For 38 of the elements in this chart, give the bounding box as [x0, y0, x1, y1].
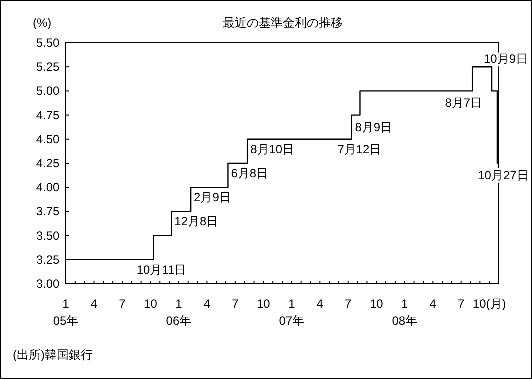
ytick-label: 3.25 — [36, 252, 60, 267]
xtick-label: 1 07年 — [279, 297, 305, 328]
xtick-label: 7 — [458, 297, 465, 311]
xtick-label: 7 — [345, 297, 352, 311]
ytick-label: 5.50 — [36, 36, 60, 50]
xtick-label: 4 — [90, 297, 98, 311]
ytick-label: 4.75 — [36, 108, 60, 122]
annotation: 8月10日 — [250, 142, 295, 156]
ytick-label: 4.25 — [36, 156, 60, 170]
annotation: (出所)韓国銀行 — [13, 348, 93, 362]
xtick-label: 7 — [119, 297, 126, 311]
xtick-label: 1 08年 — [392, 297, 418, 328]
xtick-label: 4 — [430, 297, 436, 311]
annotation: 6月8日 — [231, 166, 269, 180]
ytick-label: 4.50 — [36, 132, 60, 146]
xtick-label: 1 06年 — [166, 297, 192, 328]
xtick-label: 10 — [370, 297, 384, 311]
annotation: 8月7日 — [445, 96, 483, 110]
ytick-label: 3.75 — [36, 204, 60, 219]
annotation: 7月12日 — [338, 142, 382, 156]
xtick-label: 1 05年 — [53, 297, 79, 328]
annotation: 12月8日 — [174, 214, 219, 229]
ytick-label: 5.25 — [36, 60, 60, 74]
xtick-label: 10(月) — [472, 297, 506, 311]
title: 最近の基準金利の推移 — [223, 16, 343, 30]
annotation: 2月9日 — [194, 190, 232, 205]
xtick-label: 4 — [204, 297, 211, 311]
xtick-label: 7 — [232, 297, 239, 311]
ytick-label: 5.00 — [36, 84, 60, 98]
xtick-label: 4 — [316, 297, 324, 311]
xtick-label: 10 — [144, 297, 158, 311]
ytick-label: 4.00 — [36, 180, 60, 195]
xtick-label: 10 — [257, 297, 270, 311]
annotation: 10月11日 — [136, 262, 187, 277]
annotation: 8月9日 — [355, 120, 393, 134]
ylabel: (%) — [33, 16, 52, 30]
ytick-label: 3.50 — [36, 228, 60, 243]
ytick-label: 3.00 — [36, 277, 60, 291]
